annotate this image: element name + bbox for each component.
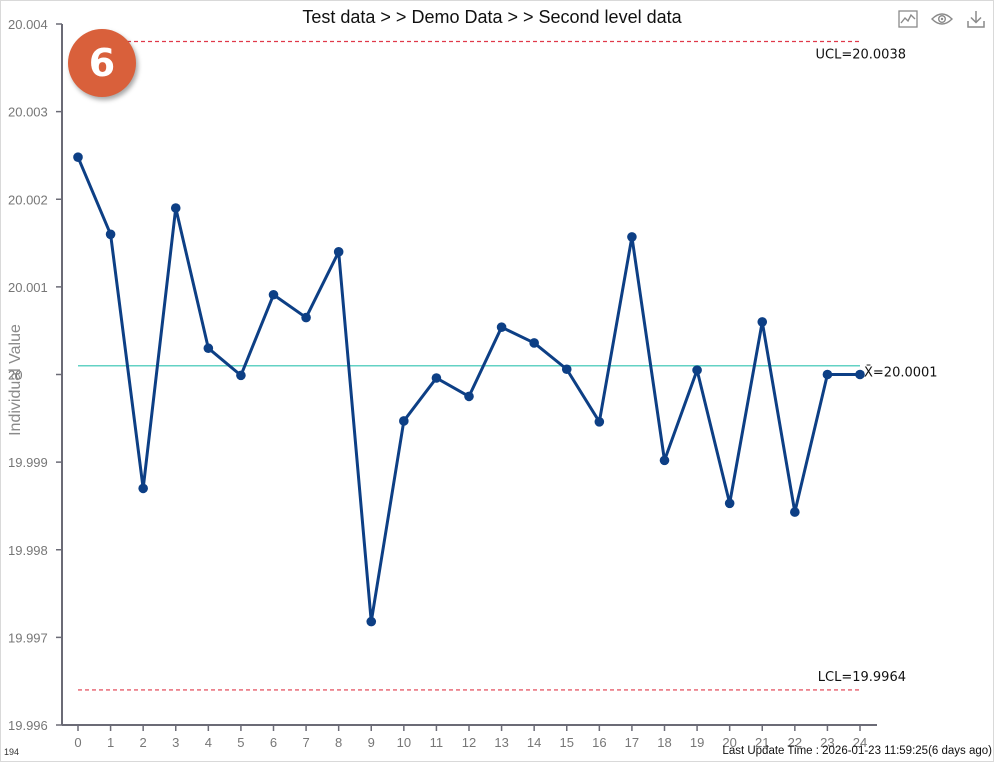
x-tick-label: 2: [140, 735, 147, 750]
data-point[interactable]: [594, 417, 605, 427]
x-tick-label: 6: [270, 735, 277, 750]
x-tick-label: 13: [494, 735, 508, 750]
chart-toolbar: [896, 8, 988, 30]
data-point[interactable]: [105, 229, 116, 240]
data-point[interactable]: [757, 317, 768, 327]
y-tick-label: 20.004: [8, 17, 48, 32]
x-tick-label: 17: [625, 735, 639, 750]
corner-label: 194: [4, 747, 20, 757]
data-point[interactable]: [855, 369, 865, 380]
x-tick-label: 22: [788, 735, 802, 750]
y-tick-label: 20.001: [8, 280, 48, 295]
data-point[interactable]: [268, 289, 279, 300]
data-point[interactable]: [399, 416, 409, 426]
data-point[interactable]: [659, 455, 670, 466]
data-point[interactable]: [203, 343, 214, 354]
x-tick-label: 8: [335, 735, 342, 750]
y-tick-label: 20.002: [8, 192, 48, 207]
x-tick-label: 15: [560, 735, 574, 750]
data-point[interactable]: [138, 483, 148, 494]
last-update-time: Last Update Time : 2026-01-23 11:59:25(6…: [722, 745, 992, 757]
x-tick-label: 0: [74, 735, 81, 750]
y-axis-label: Individual Value: [7, 324, 24, 436]
download-icon[interactable]: [964, 8, 988, 30]
data-point[interactable]: [561, 364, 572, 375]
x-tick-label: 21: [755, 735, 769, 750]
x-tick-label: 16: [592, 735, 606, 750]
series-line: [76, 156, 860, 624]
ucl-label: UCL=20.0038: [816, 48, 907, 63]
x-tick-label: 1: [107, 735, 114, 750]
data-point[interactable]: [73, 152, 83, 162]
chart-title: Test data > > Demo Data > > Second level…: [302, 7, 682, 27]
y-tick-label: 20.003: [8, 105, 48, 120]
x-tick-label: 7: [302, 735, 309, 750]
y-tick-label: 20: [8, 368, 22, 383]
data-point[interactable]: [333, 247, 344, 257]
x-tick-label: 10: [397, 735, 411, 750]
center-label: X̄=20.0001: [864, 365, 938, 380]
data-point[interactable]: [464, 391, 474, 402]
step-badge: 6: [68, 29, 136, 97]
y-tick-label: 19.996: [8, 718, 48, 733]
data-point[interactable]: [692, 365, 702, 375]
data-point[interactable]: [431, 373, 442, 383]
lcl-label: LCL=19.9964: [818, 670, 906, 685]
data-point[interactable]: [236, 370, 246, 381]
x-tick-label: 23: [820, 735, 834, 750]
x-tick-label: 12: [462, 735, 476, 750]
x-tick-label: 24: [853, 735, 867, 750]
y-tick-label: 19.998: [8, 543, 48, 558]
x-tick-label: 20: [722, 735, 736, 750]
y-tick-label: 19.999: [8, 455, 48, 470]
data-point[interactable]: [529, 338, 539, 348]
data-point[interactable]: [301, 312, 311, 323]
data-point[interactable]: [366, 616, 377, 627]
x-tick-label: 19: [690, 735, 704, 750]
line-chart-icon[interactable]: [896, 8, 920, 30]
data-point[interactable]: [790, 507, 800, 517]
x-tick-label: 14: [527, 735, 541, 750]
data-point[interactable]: [170, 203, 181, 213]
x-tick-label: 4: [205, 735, 212, 750]
data-point[interactable]: [496, 322, 507, 332]
data-point[interactable]: [822, 369, 833, 380]
eye-icon[interactable]: [930, 8, 954, 30]
x-tick-label: 11: [430, 735, 444, 750]
x-tick-label: 18: [657, 735, 671, 750]
x-tick-label: 5: [237, 735, 244, 750]
data-point[interactable]: [627, 232, 637, 242]
x-tick-label: 3: [172, 735, 179, 750]
x-tick-label: 9: [368, 735, 375, 750]
data-point[interactable]: [724, 498, 735, 509]
y-tick-label: 19.997: [8, 630, 48, 645]
